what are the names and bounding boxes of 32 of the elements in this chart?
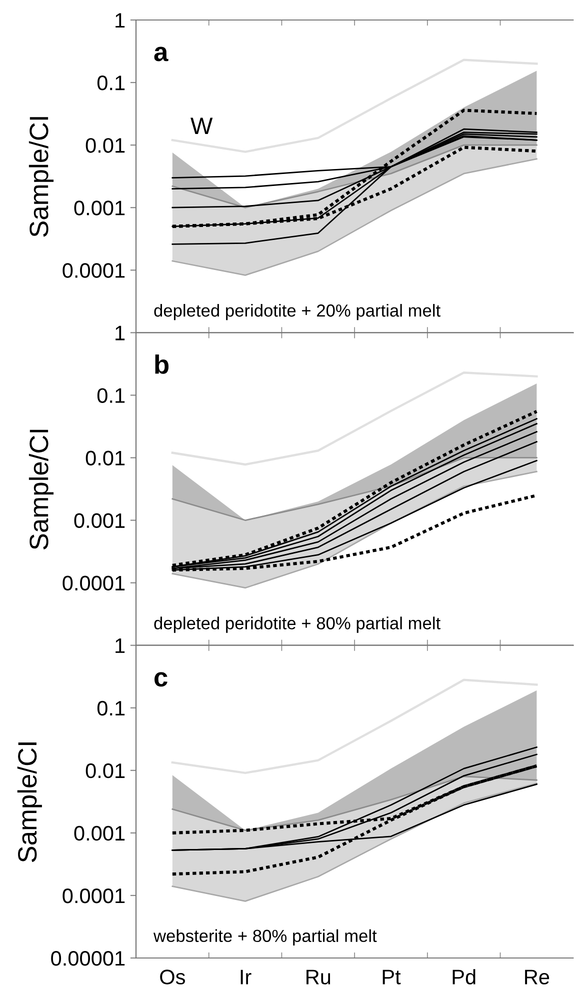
annotation: websterite + 80% partial melt [153, 929, 377, 946]
y-tick-label: 0.001 [74, 513, 125, 528]
x-tick-label: Re [525, 970, 550, 984]
x-tick-label: Ru [306, 970, 330, 984]
y-tick-label: 0.1 [97, 700, 125, 716]
x-tick-label: Os [160, 970, 185, 984]
text: a [154, 46, 168, 62]
y-tick-label: 1 [116, 638, 125, 653]
y-tick-label: 0.0001 [62, 263, 125, 278]
y-axis-title: Sample/CI [28, 117, 54, 237]
y-tick-label: 0.1 [97, 388, 125, 403]
y-axis-title: Sample/CI [28, 430, 54, 550]
x-tick-label: Pt [382, 970, 401, 984]
annotation: depleted peridotite + 20% partial melt [154, 304, 440, 320]
y-tick-label: 1 [116, 326, 125, 340]
text: c [154, 672, 168, 687]
y-tick-label: 0.01 [86, 138, 125, 153]
y-tick-label: 0.0001 [62, 576, 125, 591]
annotation: depleted peridotite + 80% partial melt [154, 616, 440, 633]
y-tick-label: 1 [116, 13, 125, 28]
y-tick-label: 0.1 [97, 76, 125, 90]
x-tick-label: Ir [240, 970, 252, 984]
y-tick-label: 0.01 [86, 450, 125, 466]
x-tick-label: Pd [452, 969, 476, 984]
annotation: W [190, 118, 213, 134]
y-tick-label: 0.0001 [62, 888, 125, 904]
y-tick-label: 0.001 [74, 200, 125, 216]
y-tick-label: 0.001 [74, 826, 125, 841]
y-tick-label: 0.00001 [51, 951, 125, 966]
text: b [155, 354, 169, 374]
y-tick-label: 0.01 [86, 763, 125, 778]
y-axis-title: Sample/CI [17, 742, 42, 862]
